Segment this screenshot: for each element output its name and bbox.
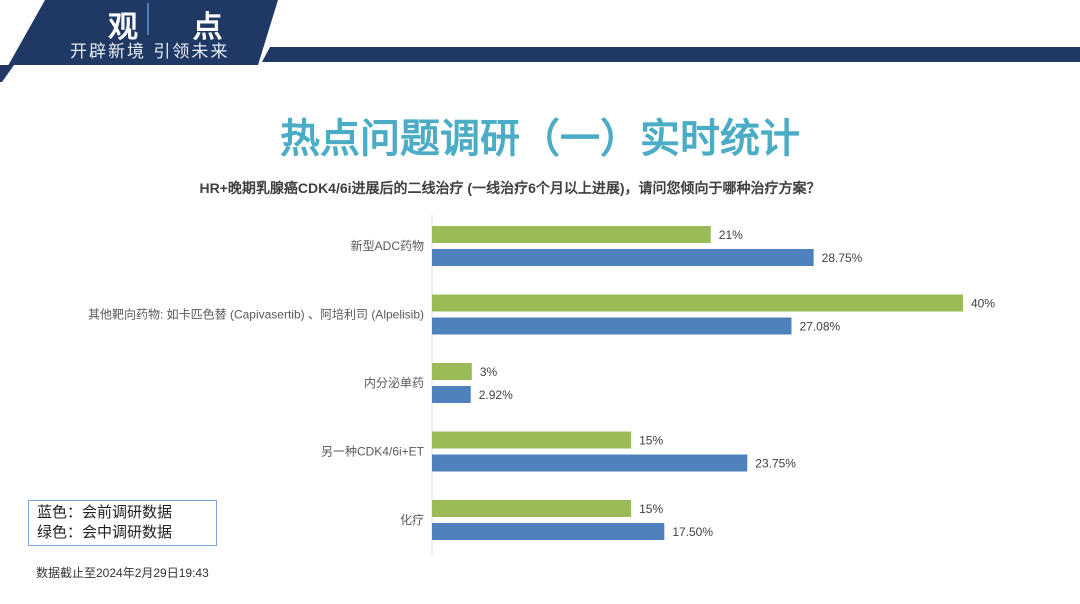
data-label: 2.92% bbox=[479, 388, 513, 402]
category-label: 内分泌单药 bbox=[364, 376, 424, 390]
legend-blue: 蓝色：会前调研数据 bbox=[37, 504, 173, 521]
data-label: 21% bbox=[719, 228, 743, 242]
bar bbox=[432, 431, 632, 449]
bar bbox=[432, 454, 748, 472]
category-label: 另一种CDK4/6i+ET bbox=[321, 445, 425, 459]
page-title: 热点问题调研（一）实时统计 bbox=[280, 117, 800, 161]
legend-box: 蓝色：会前调研数据 绿色：会中调研数据 bbox=[28, 500, 217, 546]
data-label: 17.50% bbox=[672, 525, 713, 539]
category-label: 新型ADC药物 bbox=[351, 238, 424, 253]
data-label: 28.75% bbox=[822, 251, 863, 265]
bar bbox=[432, 249, 814, 266]
bar bbox=[432, 226, 711, 243]
data-label: 40% bbox=[971, 297, 995, 311]
chart-title: HR+晚期乳腺癌CDK4/6i进展后的二线治疗 (一线治疗6个月以上进展)，请问… bbox=[199, 180, 821, 196]
bar-chart: 新型ADC药物 21% 28.75% 其他靶向药物: 如卡匹色替 (Capivaser… bbox=[88, 215, 995, 555]
data-label: 27.08% bbox=[799, 320, 840, 334]
banner-title: 观 点 bbox=[108, 10, 245, 45]
header-banner bbox=[0, 0, 1080, 82]
data-label: 15% bbox=[639, 502, 663, 516]
data-cutoff-note: 数据截止至2024年2月29日19:43 bbox=[36, 566, 209, 580]
banner-panel bbox=[0, 0, 278, 80]
bar bbox=[432, 500, 632, 517]
bar bbox=[432, 294, 963, 312]
bar bbox=[432, 523, 665, 540]
banner-accent bbox=[0, 65, 14, 82]
category-label: 化疗 bbox=[400, 513, 424, 527]
data-label: 3% bbox=[480, 365, 498, 379]
data-label: 15% bbox=[639, 434, 663, 448]
bar bbox=[432, 386, 471, 403]
banner-subtitle: 开辟新境 引领未来 bbox=[70, 42, 230, 62]
legend-green: 绿色：会中调研数据 bbox=[37, 524, 173, 541]
data-label: 23.75% bbox=[755, 457, 796, 471]
banner-stripe bbox=[262, 47, 1080, 62]
bar bbox=[432, 363, 472, 380]
bar bbox=[432, 317, 792, 335]
category-label: 其他靶向药物: 如卡匹色替 (Capivasertib) 、阿培利司 (Alpe… bbox=[88, 307, 424, 322]
